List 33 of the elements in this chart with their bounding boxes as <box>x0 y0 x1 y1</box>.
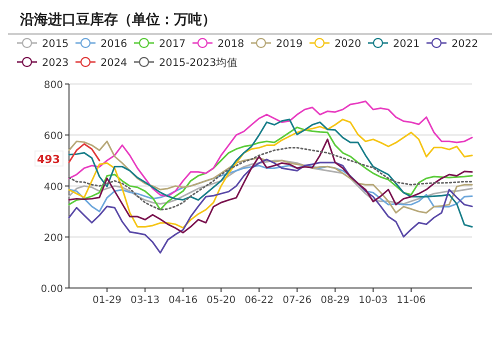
x-tick-label: 01-29 <box>92 295 122 306</box>
chart-title: 沿海进口豆库存（单位：万吨） <box>19 11 216 28</box>
x-tick-label: 07-26 <box>282 295 312 306</box>
legend-label: 2017 <box>159 38 186 50</box>
legend-label: 2019 <box>276 38 303 50</box>
legend-label: 2015-2023均值 <box>159 57 238 69</box>
legend-label: 2022 <box>452 38 478 50</box>
y-tick-label: 600 <box>44 131 63 142</box>
line-series <box>68 100 473 197</box>
y-tick-label: 400 <box>44 182 63 193</box>
line-series <box>68 158 473 254</box>
legend-label: 2016 <box>100 38 128 50</box>
x-tick-label: 06-22 <box>244 295 274 306</box>
legend-label: 2021 <box>393 38 420 50</box>
y-tick-label: 200 <box>44 233 63 244</box>
x-tick-label: 04-16 <box>168 295 198 306</box>
x-tick-label: 10-03 <box>358 295 388 306</box>
line-series <box>68 126 473 211</box>
x-tick-label: 08-29 <box>320 295 350 306</box>
legend-label: 2015 <box>42 38 69 50</box>
annotation: 493 <box>34 150 64 166</box>
line-series <box>68 160 473 205</box>
x-tick-label: 05-20 <box>206 295 236 306</box>
x-tick-label: 11-06 <box>396 295 426 306</box>
y-tick-label: 800 <box>44 80 63 91</box>
legend-label: 2018 <box>218 38 244 50</box>
legend-label: 2020 <box>334 38 362 50</box>
legend-label: 2024 <box>100 57 128 69</box>
y-tick-label: 0.00 <box>40 284 63 295</box>
x-tick-label: 03-13 <box>130 295 160 306</box>
legend-label: 2023 <box>42 57 69 69</box>
line-series <box>68 143 100 164</box>
line-series <box>68 138 473 234</box>
